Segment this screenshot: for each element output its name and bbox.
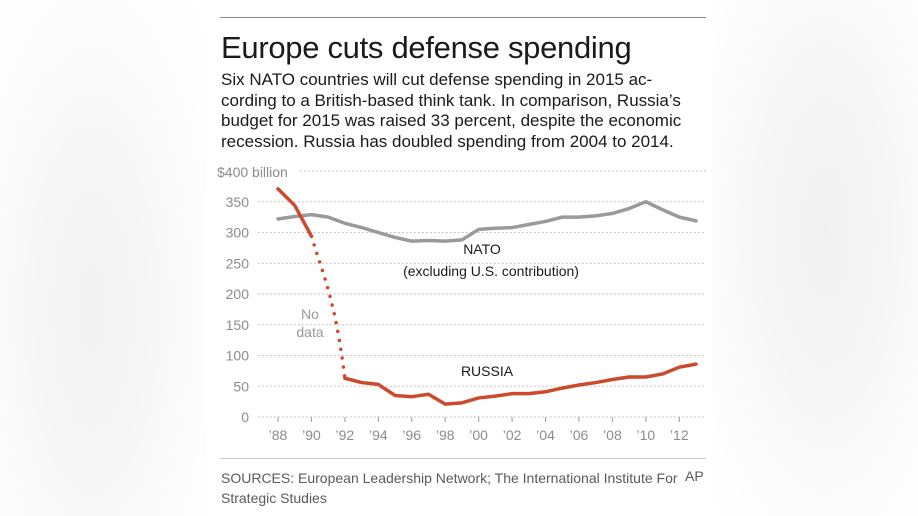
x-tick-label: ’88 [269,427,288,443]
x-tick-label: ’00 [469,427,488,443]
x-tick-label: ’10 [636,427,655,443]
no-data-label-line-1: No [301,306,319,322]
nato-series-line [276,200,698,243]
y-tick-label: 300 [226,225,250,241]
x-tick-label: ’02 [503,427,522,443]
background-right [712,0,918,516]
graphic-card [205,0,712,516]
russia-series-line-segment [343,362,698,406]
y-axis: $400 billion 0 50 100 150 200 250 300 350 [217,164,288,425]
chart-subtitle: Six NATO countries will cut defense spen… [221,70,707,152]
x-tick-label: ’06 [570,427,589,443]
y-tick-label: 150 [226,317,250,333]
chart-title: Europe cuts defense spending [221,30,632,65]
subtitle-line: cording to a British-based think tank. I… [221,90,681,110]
x-tick-label: ’92 [336,427,355,443]
series-layer [276,187,698,406]
background-left [0,0,205,516]
series-labels: NATO (excluding U.S. contribution) RUSSI… [296,241,579,379]
subtitle-line: budget for 2015 was raised 33 percent, d… [221,111,682,130]
footer-rule [220,458,706,459]
top-rule [220,17,706,18]
x-axis: ’88 ’90 ’92 ’94 ’96 ’98 ’00 ’02 ’04 ’06 ’08 ’10 ’12 [269,417,689,443]
y-tick-label: 100 [226,348,250,364]
y-tick-label: 0 [241,409,249,425]
x-tick-label: ’90 [302,427,321,443]
y-tick-label: 350 [226,194,250,210]
x-tick-label: ’98 [436,427,455,443]
y-axis-top-label: $400 billion [217,164,288,180]
nato-series-sublabel: (excluding U.S. contribution) [403,263,579,279]
x-tick-label: ’04 [536,427,555,443]
y-tick-label: 250 [226,255,250,271]
subtitle-line: Six NATO countries will cut defense spen… [221,70,653,89]
x-tick-label: ’94 [369,427,388,443]
x-tick-label: ’96 [402,427,421,443]
no-data-label-line-2: data [296,324,323,340]
y-tick-label: 200 [226,286,250,302]
x-tick-label: ’12 [670,427,689,443]
nato-series-label: NATO [463,241,501,257]
y-tick-label: 50 [233,378,249,394]
sources-note: SOURCES: European Leadership Network; Th… [221,470,678,506]
russia-series-line-segment [276,187,314,238]
credit-label: AP [685,468,704,484]
subtitle-line: recession. Russia has doubled spending f… [221,131,674,151]
gridlines [258,170,706,418]
russia-series-label: RUSSIA [461,363,514,379]
x-tick-label: ’08 [603,427,622,443]
